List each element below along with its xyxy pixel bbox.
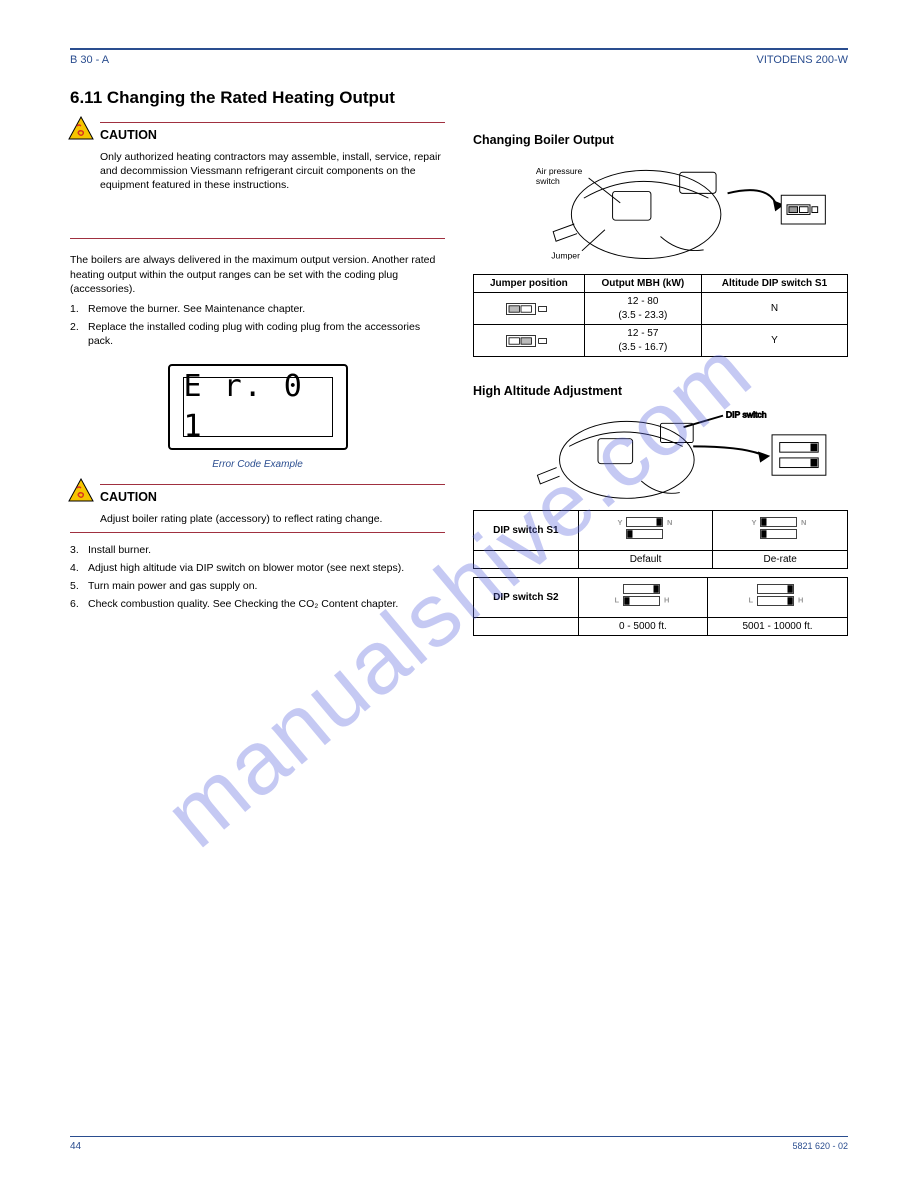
svg-text:switch: switch: [536, 176, 560, 186]
t1-h1: Jumper position: [474, 274, 585, 293]
dip-s1-right: Y N: [713, 511, 848, 551]
left-column: CAUTION Only authorized heating contract…: [70, 122, 445, 636]
section-title: 6.11 Changing the Rated Heating Output: [70, 88, 848, 108]
t1-h2: Output MBH (kW): [584, 274, 701, 293]
sub-heading-1: Changing Boiler Output: [473, 132, 848, 149]
air-pressure-label: Air pressure: [536, 166, 583, 176]
page-number: 44: [70, 1141, 81, 1152]
t2a-r1a: Default: [578, 550, 713, 569]
footer-ref: 5821 620 - 02: [792, 1141, 848, 1152]
jumper-label: Jumper: [551, 250, 580, 260]
svg-text:N: N: [667, 518, 672, 527]
svg-text:Y: Y: [617, 518, 622, 527]
caution2-rule-bottom: [70, 532, 445, 533]
step-5: 5. Turn main power and gas supply on.: [70, 579, 445, 593]
blower-sketch-2: DIP switch: [473, 406, 848, 506]
step-1: 1. Remove the burner. See Maintenance ch…: [70, 302, 445, 316]
figure-caption: Error Code Example: [70, 458, 445, 472]
dip-s1-table: DIP switch S1 Y N Y: [473, 510, 848, 569]
t1-r1-dip: N: [701, 293, 847, 325]
caution-body-2: Adjust boiler rating plate (accessory) t…: [100, 512, 445, 526]
t2a-head: DIP switch S1: [474, 511, 579, 551]
svg-text:N: N: [801, 518, 806, 527]
caution-heading-1: CAUTION: [100, 127, 445, 144]
t2b-r1b: 5001 - 10000 ft.: [707, 617, 847, 636]
svg-text:H: H: [798, 596, 803, 605]
t2a-r1b: De-rate: [713, 550, 848, 569]
step-4: 4. Adjust high altitude via DIP switch o…: [70, 561, 445, 575]
footer-rule: [70, 1136, 848, 1137]
lcd-display: E r. 0 1: [168, 364, 348, 450]
caution-block-1: CAUTION Only authorized heating contract…: [70, 122, 445, 239]
step-2: 2. Replace the installed coding plug wit…: [70, 320, 445, 348]
t1-r1-out: 12 - 80 (3.5 - 23.3): [584, 293, 701, 325]
jumper-table: Jumper position Output MBH (kW) Altitude…: [473, 274, 848, 358]
caution-block-2: CAUTION Adjust boiler rating plate (acce…: [70, 484, 445, 533]
dip-switch-label: DIP switch: [726, 410, 767, 420]
caution-icon-2: [68, 478, 94, 502]
dip-s1-left: Y N: [578, 511, 713, 551]
lcd-text: E r. 0 1: [184, 367, 332, 448]
jumper-pos-1: [474, 293, 585, 325]
jumper-pos-2: [474, 325, 585, 357]
caution2-rule-top: [100, 484, 445, 485]
svg-text:L: L: [749, 596, 754, 605]
blower-sketch-1: Air pressure switch Jumper: [473, 155, 848, 270]
t1-r2-out: 12 - 57 (3.5 - 16.7): [584, 325, 701, 357]
t1-h3: Altitude DIP switch S1: [701, 274, 847, 293]
svg-text:L: L: [614, 596, 619, 605]
header-row: B 30 - A VITODENS 200-W: [70, 54, 848, 66]
doc-ref: B 30 - A: [70, 54, 109, 66]
caution-rule-top: [100, 122, 445, 123]
right-column: Changing Boiler Output: [473, 122, 848, 636]
intro-paragraph: The boilers are always delivered in the …: [70, 253, 445, 296]
t1-r2-dip: Y: [701, 325, 847, 357]
t2b-head: DIP switch S2: [474, 578, 579, 618]
caution-icon: [68, 116, 94, 140]
step-3: 3. Install burner.: [70, 543, 445, 557]
dip-s2-table: DIP switch S2 L H L: [473, 577, 848, 636]
svg-text:H: H: [664, 596, 669, 605]
caution-body-1: Only authorized heating contractors may …: [100, 150, 445, 193]
dip-s2-left: L H: [578, 578, 707, 618]
caution-heading-2: CAUTION: [100, 489, 445, 506]
lcd-inner: E r. 0 1: [183, 377, 333, 437]
step-6: 6. Check combustion quality. See Checkin…: [70, 597, 445, 611]
caution-rule-bottom: [70, 238, 445, 239]
header-rule: [70, 48, 848, 50]
svg-text:Y: Y: [752, 518, 757, 527]
sub-heading-2: High Altitude Adjustment: [473, 383, 848, 400]
t2b-r1a: 0 - 5000 ft.: [578, 617, 707, 636]
dip-s2-right: L H: [707, 578, 847, 618]
product-name: VITODENS 200-W: [757, 54, 849, 66]
footer: 44 5821 620 - 02: [70, 1136, 848, 1152]
